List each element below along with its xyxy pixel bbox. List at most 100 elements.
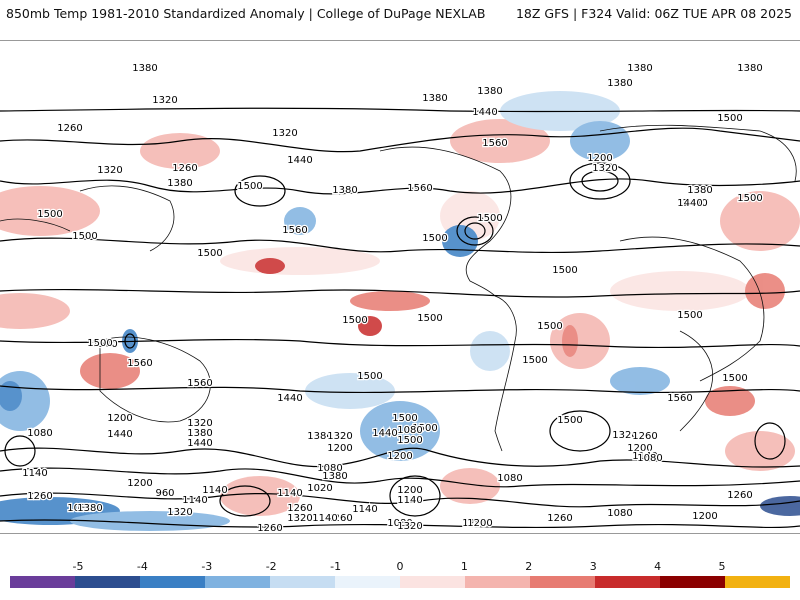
contour-label: 1260	[727, 490, 752, 501]
colorbar: -5 -4 -3 -2 -1 0 1 2 3 4 5	[0, 560, 800, 600]
contour-label: 1560	[667, 393, 692, 404]
header-bar: 850mb Temp 1981-2010 Standardized Anomal…	[0, 0, 800, 28]
contour-label: 1080	[387, 518, 412, 529]
contour-label: 1140	[397, 495, 422, 506]
contour-label: 1440	[677, 198, 702, 209]
contour-label: 1500	[737, 193, 762, 204]
contour-label: 1020	[307, 483, 332, 494]
colorbar-swatch	[335, 576, 401, 588]
contour-label: 1440	[187, 438, 212, 449]
contour-label: 1500	[522, 355, 547, 366]
contour-label: 1500	[537, 321, 562, 332]
contour-label: 1440	[107, 429, 132, 440]
colorbar-swatch	[660, 576, 726, 588]
contour-label: 1320	[612, 430, 637, 441]
contour-label: 1560	[187, 378, 212, 389]
map-title: 850mb Temp 1981-2010 Standardized Anomal…	[6, 6, 486, 21]
contour-label: 1380	[187, 428, 212, 439]
contour-label: 1140	[632, 451, 657, 462]
colorbar-tick-label: -4	[136, 560, 148, 573]
contour-label: 1140	[202, 485, 227, 496]
contour-label: 1200	[462, 518, 487, 529]
contour-label: 1440	[472, 107, 497, 118]
contour-label: 1200	[387, 451, 412, 462]
colorbar-tick-label: 5	[718, 560, 726, 573]
contour-label: 1260	[327, 513, 352, 524]
contour-label: 1380	[737, 63, 762, 74]
contour-label: 1080	[67, 503, 92, 514]
contour-label: 1140	[22, 468, 47, 479]
contour-label: 1440	[682, 198, 707, 209]
contour-label: 1500	[92, 339, 117, 350]
contour-label: 1500	[197, 248, 222, 259]
contour-label: 1560	[127, 358, 152, 369]
contour-label: 1500	[422, 233, 447, 244]
contour-label: 1500	[552, 265, 577, 276]
contour-label: 1500	[342, 315, 367, 326]
contour-label: 1320	[167, 507, 192, 518]
contour-label: 1140	[182, 495, 207, 506]
contour-label: 1200	[627, 443, 652, 454]
contour-label: 1260	[172, 163, 197, 174]
contour-label: 1080	[317, 463, 342, 474]
colorbar-tick-label: -2	[265, 560, 277, 573]
height-contours	[0, 107, 800, 529]
contour-label: 1200	[692, 511, 717, 522]
colorbar-swatch	[270, 576, 336, 588]
contour-label: 1500	[677, 310, 702, 321]
contour-label: 1080	[397, 425, 422, 436]
contour-label: 1140	[277, 488, 302, 499]
colorbar-swatch	[140, 576, 206, 588]
colorbar-swatch	[75, 576, 141, 588]
contour-label: 1380	[627, 63, 652, 74]
colorbar-swatch	[10, 576, 76, 588]
model-run-info: 18Z GFS | F324 Valid: 06Z TUE APR 08 202…	[515, 6, 792, 21]
contour-label: 1260	[257, 523, 282, 533]
contour-label: 1320	[592, 163, 617, 174]
contour-label: 1200	[127, 478, 152, 489]
contour-label: 1260	[547, 513, 572, 524]
contour-label: 1500	[37, 209, 62, 220]
colorbar-swatch	[530, 576, 596, 588]
contour-label: 1320	[397, 521, 422, 532]
contour-label: 1500	[557, 415, 582, 426]
contour-label: 1380	[607, 78, 632, 89]
contour-label: 1140	[312, 513, 337, 524]
contour-label: 1080	[637, 453, 662, 464]
colorbar-scale	[10, 576, 790, 588]
contour-label: 1320	[287, 513, 312, 524]
contour-label: 1440	[372, 428, 397, 439]
colorbar-swatch	[465, 576, 531, 588]
contour-label: 1500	[87, 338, 112, 349]
contour-label: 1200	[327, 443, 352, 454]
contour-label: 1500	[72, 231, 97, 242]
contour-label: 1260	[57, 123, 82, 134]
contour-label: 1500	[412, 423, 437, 434]
colorbar-tick-label: 1	[460, 560, 468, 573]
contour-label: 1380	[167, 178, 192, 189]
contour-label: 1440	[287, 155, 312, 166]
contour-label: 1200	[397, 485, 422, 496]
contour-label: 1380	[77, 503, 102, 514]
colorbar-tick-label: -5	[72, 560, 84, 573]
contour-label: 1260	[287, 503, 312, 514]
contour-label: 1140	[352, 504, 377, 515]
contour-label: 1380	[687, 185, 712, 196]
colorbar-swatch	[400, 576, 466, 588]
anomaly-map: 1380 1380 1380 1380 1320 1380 1380 1440 1260 1320…	[0, 40, 800, 534]
contour-label: 960	[155, 488, 174, 499]
contour-label: 1380	[422, 93, 447, 104]
contour-label: 1320	[327, 431, 352, 442]
contour-label: 1500	[357, 371, 382, 382]
contour-label: 1380	[477, 86, 502, 97]
contour-label: 1080	[607, 508, 632, 519]
colorbar-tick-label: 3	[589, 560, 597, 573]
contour-label: 1560	[482, 138, 507, 149]
contour-label: 1260	[632, 431, 657, 442]
contour-label: 1320	[272, 128, 297, 139]
contour-label: 1560	[282, 225, 307, 236]
contour-label: 1560	[407, 183, 432, 194]
colorbar-tick-label: -3	[201, 560, 213, 573]
